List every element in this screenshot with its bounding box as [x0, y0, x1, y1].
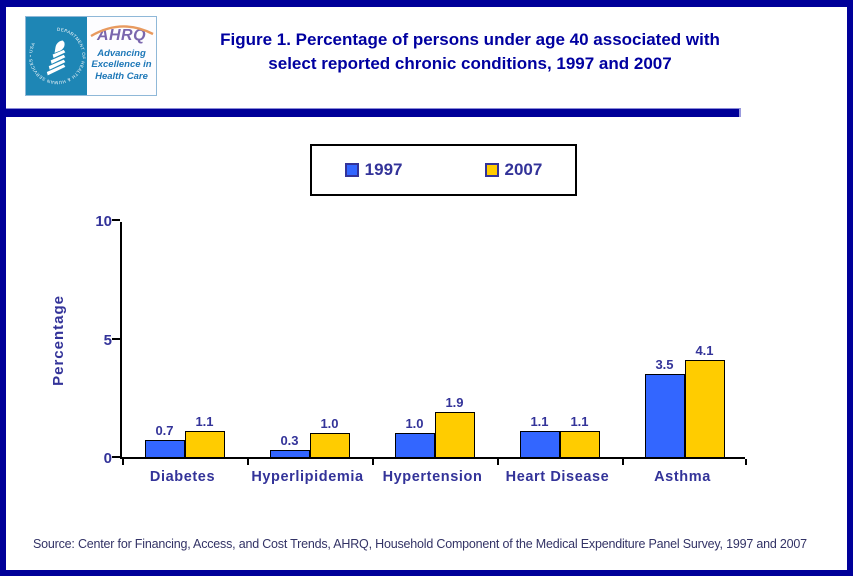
bar-value-label: 1.0: [320, 416, 339, 432]
x-tick-mark: [372, 459, 374, 465]
bar-with-label: 1.0: [394, 416, 435, 457]
bar-group: 1.0 1.9: [372, 220, 497, 457]
y-tick-label: 5: [103, 331, 112, 349]
header-divider-bar: [6, 108, 741, 117]
x-tick-mark: [745, 459, 747, 465]
figure-title: Figure 1. Percentage of persons under ag…: [180, 28, 760, 76]
bar-with-label: 1.1: [184, 413, 225, 457]
y-tick-mark: [112, 337, 120, 340]
legend-swatch-2007: [484, 163, 499, 177]
x-tick-mark: [497, 459, 499, 465]
bar-value-label: 0.3: [280, 432, 299, 448]
bar-groups: 0.7 1.1 0.3 1.0 1.0 1.9 1.1 1.1 3.5 4.1: [122, 220, 747, 457]
category-label: Hyperlipidemia: [251, 469, 364, 485]
bar-group: 0.3 1.0: [247, 220, 372, 457]
figure-title-line1: Figure 1. Percentage of persons under ag…: [220, 30, 720, 49]
x-tick-mark: [247, 459, 249, 465]
source-note: Source: Center for Financing, Access, an…: [33, 537, 807, 551]
bar-with-label: 1.1: [519, 413, 560, 457]
bar-value-label: 1.9: [445, 394, 464, 410]
bar-with-label: 1.1: [559, 413, 600, 457]
ahrq-arc-icon: [90, 25, 154, 37]
category-label: Asthma: [654, 469, 711, 485]
ahrq-tagline: Advancing Excellence in Health Care: [91, 48, 152, 82]
x-axis-labels: Diabetes Hyperlipidemia Hypertension Heart …: [120, 469, 745, 485]
bar-group: 0.7 1.1: [122, 220, 247, 457]
legend-label-1997: 1997: [364, 160, 403, 179]
bar-with-label: 4.1: [684, 342, 725, 457]
category-label: Heart Disease: [505, 469, 610, 485]
bar-1997: [269, 449, 310, 457]
bar-with-label: 0.7: [144, 423, 185, 457]
ahrq-logo-panel: AHRQ Advancing Excellence in Health Care: [87, 17, 156, 95]
bar-value-label: 4.1: [695, 342, 714, 358]
y-tick-label: 0: [103, 450, 112, 467]
hhs-eagle-icon: DEPARTMENT OF HEALTH & HUMAN SERVICES • …: [28, 27, 86, 85]
bar-1997: [144, 440, 185, 457]
bar-2007: [434, 411, 475, 457]
y-tick-mark: [112, 219, 120, 221]
bar-with-label: 0.3: [269, 432, 310, 457]
legend-item-1997: 1997: [344, 160, 403, 180]
plot-area: 0.7 1.1 0.3 1.0 1.0 1.9 1.1 1.1 3.5 4.1: [112, 219, 747, 465]
bar-value-label: 0.7: [155, 423, 174, 439]
y-axis-title-box: Percentage: [46, 222, 70, 459]
y-tick-label: 10: [95, 213, 112, 230]
bar-group: 1.1 1.1: [497, 220, 622, 457]
bar-value-label: 1.1: [195, 413, 214, 429]
bar-1997: [644, 374, 685, 457]
hhs-logo-panel: DEPARTMENT OF HEALTH & HUMAN SERVICES • …: [26, 17, 87, 95]
bar-value-label: 1.1: [530, 413, 549, 429]
ahrq-wordmark: AHRQ: [96, 27, 147, 45]
y-axis-labels: 0 5 10: [76, 213, 112, 467]
figure-title-line2: select reported chronic conditions, 1997…: [268, 53, 672, 73]
bar-2007: [684, 359, 725, 457]
bar-value-label: 3.5: [655, 357, 674, 373]
y-axis-title: Percentage: [49, 295, 67, 386]
bar-2007: [559, 430, 600, 457]
bar-2007: [309, 433, 350, 457]
legend-label-2007: 2007: [504, 160, 543, 179]
ahrq-hhs-logo: DEPARTMENT OF HEALTH & HUMAN SERVICES • …: [25, 16, 157, 96]
chart-legend: 1997 2007: [310, 144, 577, 196]
x-tick-mark: [122, 459, 124, 465]
bar-with-label: 1.9: [434, 394, 475, 457]
bar-1997: [394, 433, 435, 457]
bar-value-label: 1.1: [570, 413, 589, 429]
bar-with-label: 3.5: [644, 357, 685, 457]
x-tick-mark: [622, 459, 624, 465]
category-label: Hypertension: [382, 469, 483, 485]
legend-swatch-1997: [344, 163, 359, 177]
category-label: Diabetes: [149, 469, 216, 485]
bar-group: 3.5 4.1: [622, 220, 747, 457]
bar-1997: [519, 430, 560, 457]
legend-item-2007: 2007: [484, 160, 543, 180]
bar-2007: [184, 430, 225, 457]
bar-with-label: 1.0: [309, 416, 350, 457]
y-tick-mark: [112, 456, 120, 458]
bar-value-label: 1.0: [405, 416, 424, 432]
